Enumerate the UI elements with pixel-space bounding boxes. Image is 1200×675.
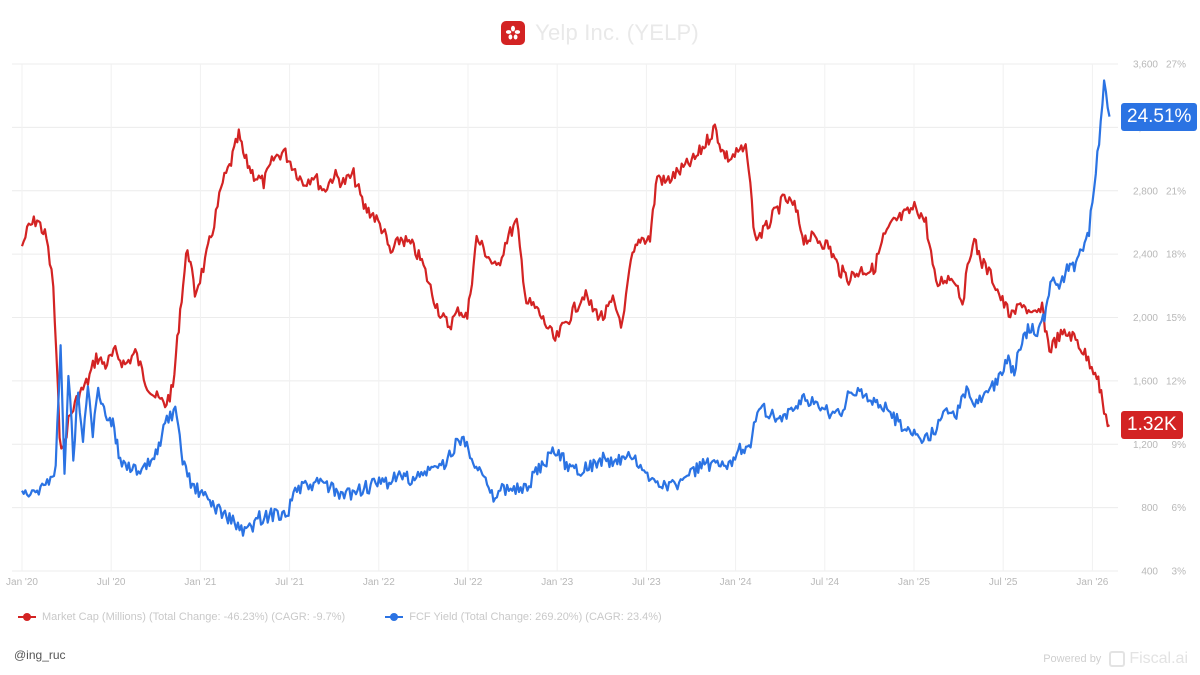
y-right-tick-label: 9% (1172, 440, 1187, 451)
x-tick-label: Jan '20 (6, 577, 38, 588)
market-cap-line (20, 123, 1110, 450)
y-right-tick-label: 18% (1166, 250, 1186, 261)
x-tick-label: Jan '25 (898, 577, 930, 588)
x-tick-label: Jul '23 (632, 577, 661, 588)
legend-label-fcf-yield: FCF Yield (Total Change: 269.20%) (CAGR:… (409, 611, 662, 623)
x-tick-label: Jan '26 (1076, 577, 1108, 588)
y-left-tick-label: 2,800 (1133, 186, 1158, 197)
grid-lines (12, 63, 1118, 572)
y-right-tick-label: 6% (1172, 503, 1187, 514)
y-right-tick-label: 21% (1166, 186, 1186, 197)
legend: Market Cap (Millions) (Total Change: -46… (18, 611, 662, 623)
legend-item-market-cap[interactable]: Market Cap (Millions) (Total Change: -46… (18, 611, 345, 623)
yelp-burst-icon (501, 21, 526, 45)
x-tick-label: Jul '25 (989, 577, 1018, 588)
fcf-yield-line (21, 79, 1111, 537)
y-left-tick-label: 800 (1141, 503, 1158, 514)
y-left-tick-label: 2,400 (1133, 250, 1158, 261)
legend-label-market-cap: Market Cap (Millions) (Total Change: -46… (42, 611, 346, 623)
y-left-tick-label: 3,600 (1133, 60, 1158, 71)
fcf-yield-end-label: 24.51% (1121, 102, 1198, 131)
market-cap-end-label: 1.32K (1121, 411, 1183, 440)
y-left-tick-label: 1,200 (1133, 440, 1158, 451)
x-tick-label: Jan '21 (184, 577, 216, 588)
chart-header: Yelp Inc. (YELP) (0, 16, 1200, 50)
line-chart: Jan '20 Jul '20 Jan '21 Jul '21 Jan '22 Jul '… (6, 60, 1186, 589)
y-left-tick-label: 2,000 (1133, 313, 1158, 324)
x-tick-label: Jan '23 (541, 577, 573, 588)
y-left-tick-label: 400 (1141, 567, 1158, 578)
y-axis-right-ticks: 3%6%9%12%15%18%21%24%27% (1166, 60, 1186, 578)
y-right-tick-label: 15% (1166, 313, 1186, 324)
chart-title: Yelp Inc. (YELP) (535, 20, 699, 45)
y-right-tick-label: 12% (1166, 376, 1186, 387)
powered-by: Powered by Fiscal.ai (1043, 650, 1188, 668)
y-left-tick-label: 1,600 (1133, 376, 1158, 387)
y-right-tick-label: 3% (1172, 567, 1187, 578)
x-tick-label: Jul '22 (454, 577, 483, 588)
series-lines (20, 79, 1111, 537)
x-tick-label: Jan '24 (720, 577, 752, 588)
x-tick-label: Jan '22 (363, 577, 395, 588)
powered-by-text: Powered by (1043, 653, 1102, 665)
legend-swatch-fcf-yield (385, 612, 404, 622)
x-axis-ticks: Jan '20 Jul '20 Jan '21 Jul '21 Jan '22 Jul '… (6, 577, 1109, 588)
x-tick-label: Jul '21 (275, 577, 304, 588)
y-axis-left-ticks: 4008001,2001,6002,0002,4002,8003,2003,60… (1133, 60, 1158, 578)
author-handle: @ing_ruc (14, 648, 66, 662)
legend-swatch-market-cap (18, 612, 36, 622)
brand[interactable]: Fiscal.ai (1109, 650, 1188, 668)
x-tick-label: Jul '20 (97, 577, 126, 588)
legend-item-fcf-yield[interactable]: FCF Yield (Total Change: 269.20%) (CAGR:… (385, 611, 662, 623)
y-right-tick-label: 27% (1166, 60, 1186, 71)
x-tick-label: Jul '24 (811, 577, 840, 588)
fiscal-ai-logo-icon (1109, 651, 1126, 667)
brand-name: Fiscal.ai (1129, 650, 1188, 667)
